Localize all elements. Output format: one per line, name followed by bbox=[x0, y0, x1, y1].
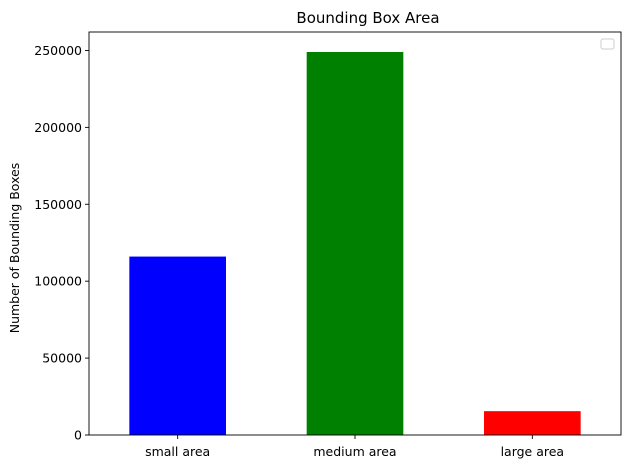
y-axis-label: Number of Bounding Boxes bbox=[7, 163, 22, 334]
x-tick-label: small area bbox=[145, 444, 210, 459]
x-tick-label: medium area bbox=[313, 444, 396, 459]
x-axis: small area medium area large area bbox=[145, 435, 564, 459]
chart-title: Bounding Box Area bbox=[296, 9, 439, 27]
bars-layer bbox=[129, 52, 581, 435]
bar-small-area bbox=[129, 256, 226, 435]
legend-box bbox=[600, 38, 615, 50]
y-tick-label: 50000 bbox=[42, 351, 82, 366]
y-tick-label: 250000 bbox=[34, 43, 82, 58]
y-tick-label: 100000 bbox=[34, 274, 82, 289]
y-tick-label: 200000 bbox=[34, 120, 82, 135]
bar-large-area bbox=[484, 411, 581, 435]
bar-medium-area bbox=[306, 52, 404, 435]
plot-frame bbox=[88, 31, 622, 436]
x-tick-label: large area bbox=[501, 444, 565, 459]
y-tick-label: 0 bbox=[74, 428, 82, 443]
y-axis: 0 50000 100000 150000 200000 250000 bbox=[34, 43, 89, 443]
y-tick-label: 150000 bbox=[34, 197, 82, 212]
